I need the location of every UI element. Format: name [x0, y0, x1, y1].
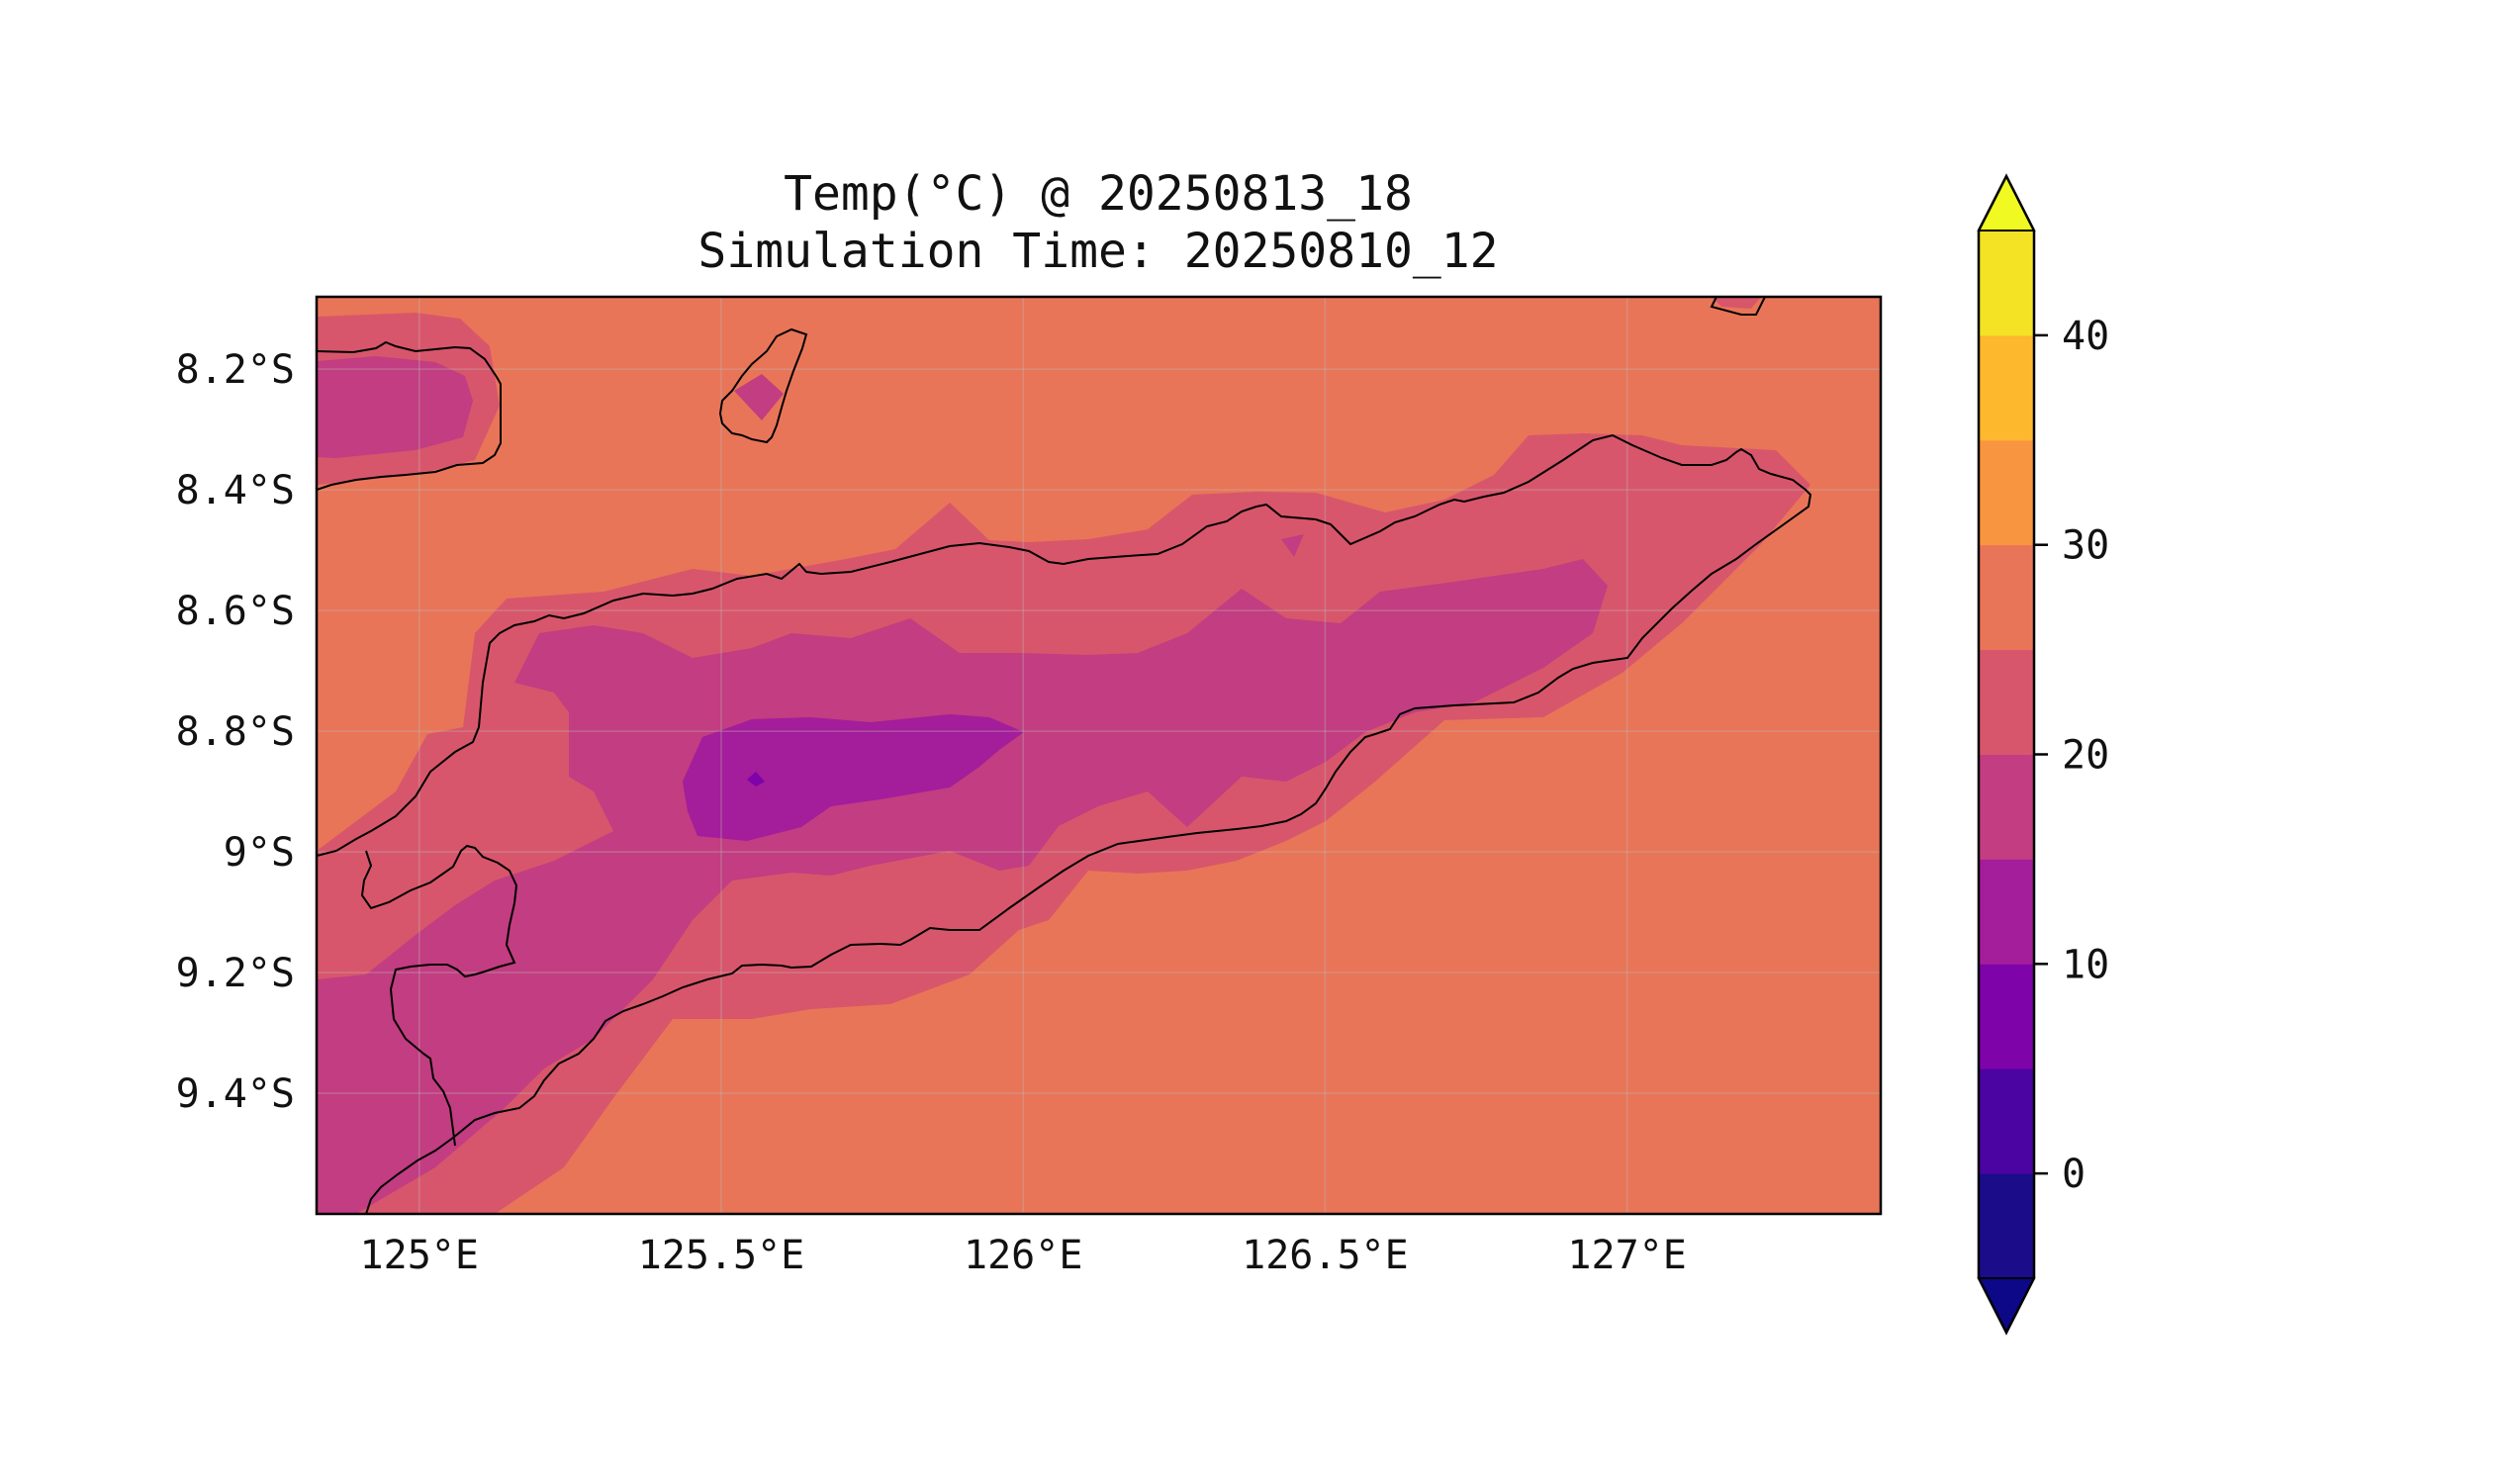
coastline-border: [360, 844, 518, 1147]
y-tick-label: 9.4°S: [176, 1071, 295, 1117]
temperature-field: [317, 297, 1881, 1214]
temp-band-15-20: [317, 356, 473, 458]
temp-band-20-25: [1712, 297, 1761, 309]
y-tick-label: 8.2°S: [176, 347, 295, 393]
y-tick-label: 8.4°S: [176, 468, 295, 513]
y-tick-label: 8.8°S: [176, 709, 295, 755]
y-tick-label: 9°S: [224, 830, 295, 876]
x-tick-label: 125°E: [360, 1233, 479, 1278]
colorbar-under-triangle: [1977, 1277, 2036, 1336]
y-tick-label: 9.2°S: [176, 951, 295, 996]
colorbar-tick-label: 20: [2062, 733, 2109, 779]
colorbar-segment: [1979, 439, 2034, 546]
colorbar-segment: [1979, 859, 2034, 965]
temp-band-15-20: [317, 559, 1608, 1214]
coastline-atauro: [718, 327, 808, 444]
temp-band-5-10: [747, 772, 765, 787]
coastline-wetar: [317, 340, 502, 491]
colorbar-segment: [1979, 754, 2034, 860]
colorbar-segment: [1979, 1068, 2034, 1174]
y-tick-label: 8.6°S: [176, 589, 295, 634]
coastlines: [317, 297, 1812, 1214]
colorbar-tick-label: 0: [2062, 1152, 2086, 1197]
colorbar: 0 10 20 30 40: [1977, 173, 2109, 1336]
colorbar-segment: [1979, 544, 2034, 651]
colorbar-outline: [1977, 173, 2036, 1336]
y-axis: 8.2°S 8.4°S 8.6°S 8.8°S 9°S 9.2°S 9.4°S: [176, 347, 295, 1117]
map-title: Temp(°C) @ 20250813_18: [784, 166, 1413, 222]
colorbar-tick-label: 40: [2062, 314, 2109, 359]
colorbar-tick-label: 10: [2062, 942, 2109, 987]
colorbar-segment: [1979, 231, 2034, 336]
colorbar-tick-label: 30: [2062, 523, 2109, 569]
x-tick-label: 126°E: [964, 1233, 1082, 1278]
colorbar-over-triangle: [1977, 173, 2036, 232]
x-tick-label: 127°E: [1567, 1233, 1686, 1278]
temp-band-15-20: [734, 374, 784, 420]
colorbar-segment: [1979, 1173, 2034, 1279]
axes-frame: [315, 295, 1883, 1216]
coastline-timor: [317, 433, 1812, 1214]
colorbar-segment: [1979, 334, 2034, 441]
x-tick-label: 125.5°E: [638, 1233, 805, 1278]
colorbar-segment: [1979, 649, 2034, 755]
map-subtitle: Simulation Time: 20250810_12: [697, 224, 1499, 279]
x-axis: 125°E 125.5°E 126°E 126.5°E 127°E: [360, 1233, 1687, 1278]
temp-band-10-15: [683, 714, 1024, 841]
colorbar-segment: [1979, 964, 2034, 1069]
x-tick-label: 126.5°E: [1242, 1233, 1409, 1278]
temp-band-15-20: [1281, 534, 1304, 557]
coastline-islet: [1710, 297, 1766, 316]
